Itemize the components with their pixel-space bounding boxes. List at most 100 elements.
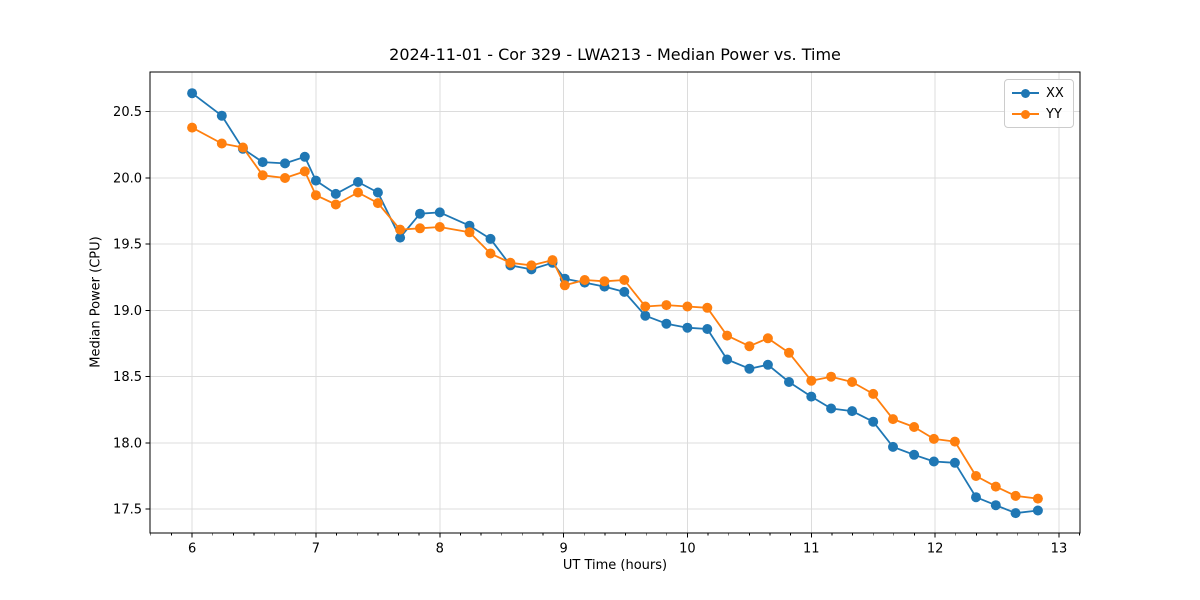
- data-point-yy: [526, 260, 537, 271]
- data-point-yy: [949, 436, 960, 447]
- data-point-yy: [888, 414, 898, 425]
- data-point-yy: [372, 198, 383, 209]
- data-point-xx: [868, 416, 879, 427]
- x-tick-label: 11: [803, 542, 820, 557]
- data-point-yy: [990, 481, 1001, 492]
- data-point-xx: [310, 175, 321, 186]
- data-point-yy: [640, 301, 651, 312]
- data-point-yy: [353, 187, 363, 198]
- data-point-yy: [599, 276, 610, 287]
- data-point-xx: [395, 232, 406, 243]
- data-point-yy: [415, 223, 425, 234]
- y-tick-label: 17.5: [113, 503, 142, 518]
- data-point-yy: [280, 173, 290, 183]
- data-point-yy: [826, 371, 837, 382]
- data-point-xx: [909, 449, 920, 460]
- legend-label-xx: XX: [1046, 85, 1064, 101]
- x-tick-label: 9: [559, 542, 567, 557]
- data-point-xx: [682, 322, 693, 333]
- data-point-xx: [280, 158, 290, 169]
- data-point-yy: [784, 347, 794, 358]
- series-line-xx: [191, 92, 1039, 514]
- data-point-xx: [722, 354, 733, 365]
- data-point-xx: [826, 403, 837, 414]
- y-tick-label: 19.0: [113, 304, 142, 319]
- data-point-yy: [559, 280, 570, 291]
- x-axis-label: UT Time (hours): [562, 558, 668, 573]
- legend-item-xx: XX: [1012, 85, 1064, 101]
- data-point-yy: [722, 330, 733, 341]
- data-point-xx: [1010, 508, 1021, 519]
- data-point-yy: [330, 199, 341, 210]
- data-point-yy: [216, 138, 227, 149]
- data-point-yy: [547, 255, 558, 266]
- data-point-xx: [806, 391, 817, 402]
- x-tick-label: 7: [312, 542, 320, 557]
- data-point-yy: [1032, 493, 1043, 504]
- legend-marker-xx-icon: [1012, 88, 1039, 99]
- data-point-yy: [257, 170, 268, 181]
- x-tick-label: 13: [1051, 542, 1068, 557]
- data-point-xx: [485, 233, 496, 244]
- x-tick-label: 10: [679, 542, 696, 557]
- data-point-xx: [744, 363, 755, 374]
- legend-label-yy: YY: [1046, 106, 1062, 122]
- y-tick-label: 20.0: [113, 171, 142, 186]
- data-point-xx: [330, 188, 341, 199]
- data-point-yy: [806, 375, 817, 386]
- data-point-xx: [1032, 505, 1043, 516]
- data-point-xx: [619, 286, 630, 297]
- data-point-yy: [505, 257, 516, 268]
- data-point-xx: [971, 492, 981, 503]
- data-point-yy: [928, 433, 939, 444]
- data-point-yy: [661, 300, 672, 311]
- data-point-yy: [682, 301, 693, 312]
- data-point-yy: [310, 190, 321, 201]
- data-point-xx: [187, 88, 198, 99]
- x-tick-label: 6: [188, 542, 196, 557]
- data-point-xx: [434, 207, 445, 218]
- data-point-yy: [847, 377, 858, 387]
- y-tick-label: 18.0: [113, 436, 142, 451]
- data-point-xx: [661, 318, 672, 329]
- data-point-yy: [485, 248, 496, 259]
- data-point-yy: [464, 227, 475, 238]
- data-point-yy: [868, 388, 879, 399]
- data-point-xx: [847, 406, 858, 417]
- data-point-xx: [888, 441, 898, 452]
- data-point-yy: [971, 471, 981, 481]
- data-point-xx: [702, 324, 713, 334]
- data-point-xx: [299, 151, 310, 162]
- data-point-yy: [237, 142, 248, 153]
- data-point-yy: [744, 341, 755, 352]
- data-point-xx: [640, 310, 651, 321]
- data-point-xx: [990, 500, 1001, 511]
- y-tick-label: 19.5: [113, 238, 142, 253]
- y-axis-label: Median Power (CPU): [88, 236, 104, 368]
- data-point-yy: [1010, 490, 1021, 501]
- data-point-xx: [784, 377, 794, 387]
- data-point-xx: [372, 187, 383, 198]
- x-tick-label: 12: [927, 542, 944, 557]
- data-point-xx: [216, 110, 227, 121]
- data-point-yy: [434, 222, 445, 232]
- legend-marker-yy-icon: [1012, 109, 1039, 120]
- data-point-xx: [762, 359, 773, 370]
- data-point-xx: [257, 157, 268, 168]
- y-tick-label: 20.5: [113, 105, 142, 120]
- data-point-yy: [619, 275, 630, 285]
- data-point-xx: [415, 208, 425, 219]
- legend: XX YY: [1004, 79, 1074, 128]
- data-point-xx: [949, 457, 960, 468]
- data-point-yy: [579, 275, 590, 285]
- x-tick-label: 8: [436, 542, 444, 557]
- y-tick-label: 18.5: [113, 370, 142, 385]
- legend-item-yy: YY: [1012, 106, 1064, 122]
- data-point-xx: [928, 456, 939, 467]
- plot-frame: [149, 71, 1081, 534]
- data-point-yy: [762, 333, 773, 344]
- data-point-yy: [395, 224, 406, 235]
- data-point-yy: [702, 302, 713, 313]
